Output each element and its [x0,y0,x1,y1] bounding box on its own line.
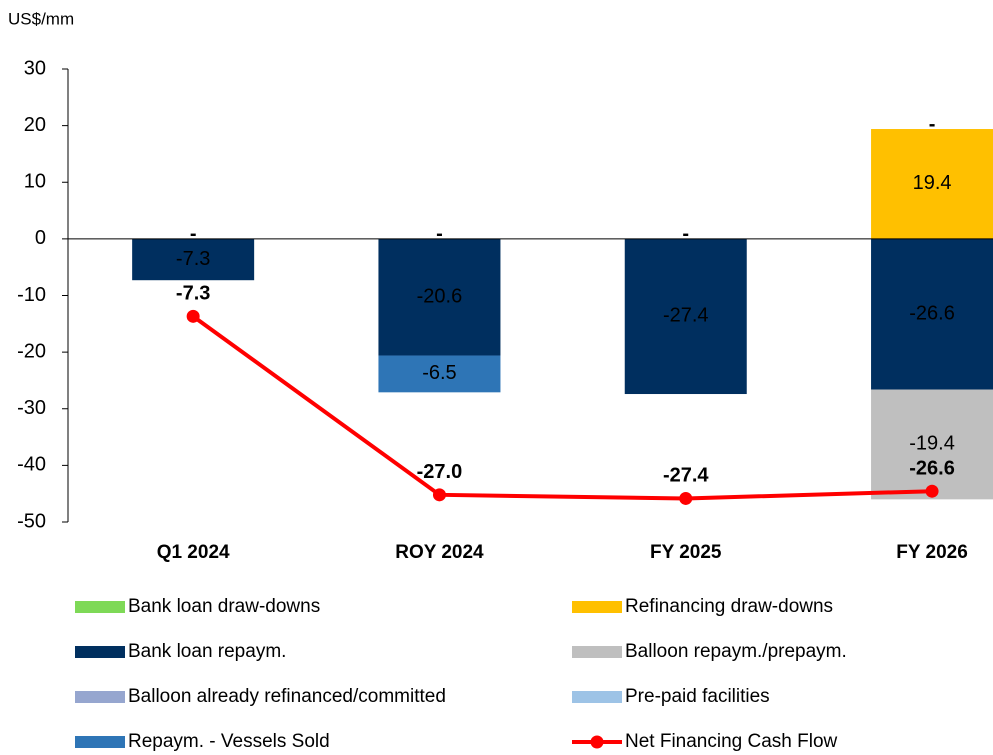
y-tick-label: -40 [17,454,46,476]
line-point [925,484,939,498]
y-tick-label: 30 [24,57,46,79]
legend-label: Balloon already refinanced/committed [128,686,446,707]
data-label: - [190,223,197,245]
line-label: -27.4 [663,465,709,487]
legend-label: Refinancing draw-downs [625,596,833,617]
x-tick-label: FY 2026 [896,542,967,563]
y-tick-label: -20 [17,340,46,362]
legend-swatch [75,691,125,703]
legend-swatch [572,691,622,703]
legend-label: Bank loan repaym. [128,641,286,662]
y-tick-label: 20 [24,114,46,136]
data-label: - [436,223,443,245]
bar-segment [378,238,501,356]
line-point [679,491,693,505]
bar-segment [132,238,255,281]
bar-segment [871,389,993,500]
x-tick-label: Q1 2024 [157,542,230,563]
x-tick-label: ROY 2024 [395,542,484,563]
y-tick-label: -50 [17,510,46,532]
legend-swatch [75,646,125,658]
data-label: 19.4 [913,172,952,194]
y-tick-label: 0 [35,227,46,249]
y-tick-label: 10 [24,171,46,193]
data-label: - [929,113,936,135]
y-tick-label: -10 [17,284,46,306]
bar-segment [871,238,993,390]
legend-swatch [590,735,604,749]
legend-label: Pre-paid facilities [625,686,770,707]
line [191,314,933,501]
data-label: - [682,223,689,245]
bar-segment [624,238,747,395]
data-label: -19.4 [909,433,955,455]
line-label: -26.6 [909,457,955,479]
bar-segment [871,129,993,239]
legend-swatch [75,601,125,613]
legend-swatch [572,646,622,658]
line-point [186,309,200,323]
bar-segment [378,355,501,393]
data-label: -27.4 [663,305,709,327]
data-label: -6.5 [422,362,456,384]
y-tick-label: -30 [17,397,46,419]
legend-label: Bank loan draw-downs [128,596,320,617]
line-label: -7.3 [176,283,210,305]
data-label: -20.6 [417,285,463,307]
line-label: -27.0 [417,461,463,483]
legend-label: Balloon repaym./prepaym. [625,641,847,662]
data-label: -7.3 [176,248,210,270]
legend-label: Net Financing Cash Flow [625,731,838,752]
data-label: -26.6 [909,302,955,324]
x-tick-label: FY 2025 [650,542,722,563]
legend-swatch [75,736,125,748]
y-axis-label: US$/mm [8,9,74,28]
legend-label: Repaym. - Vessels Sold [128,731,330,752]
legend-swatch [572,601,622,613]
line-point [432,488,446,502]
